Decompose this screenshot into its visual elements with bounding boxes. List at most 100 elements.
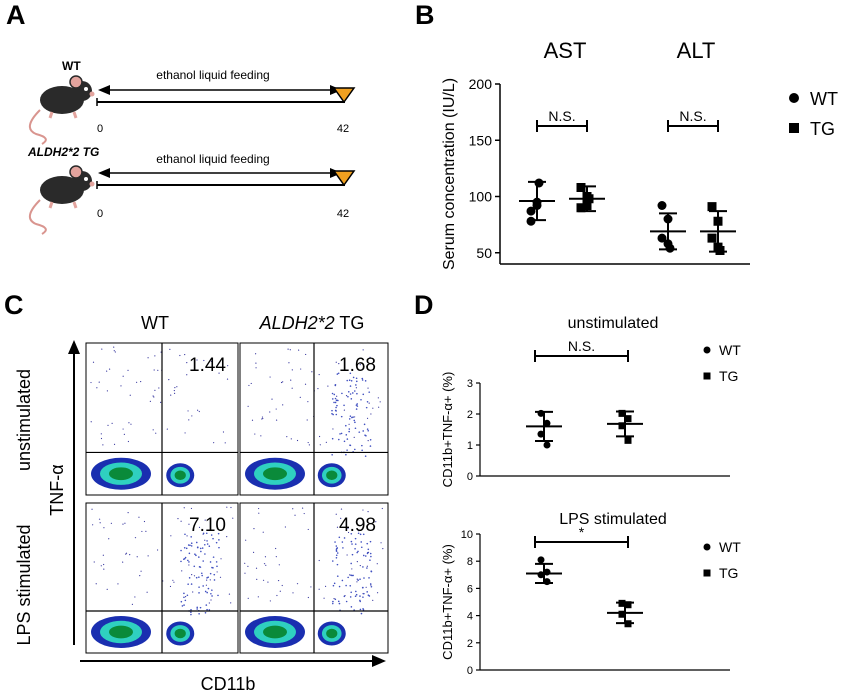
data-point-wt bbox=[537, 409, 545, 417]
event-dot bbox=[195, 541, 198, 544]
feeding-label-tg: ethanol liquid feeding bbox=[156, 152, 269, 166]
population-density bbox=[109, 625, 133, 639]
legend-marker-wt bbox=[789, 93, 799, 103]
event-dot bbox=[258, 512, 260, 514]
event-dot bbox=[331, 409, 333, 412]
event-dot bbox=[190, 536, 192, 538]
event-dot bbox=[362, 393, 365, 396]
event-dot bbox=[336, 395, 338, 397]
event-dot bbox=[332, 428, 334, 430]
event-dot bbox=[168, 379, 170, 381]
event-dot bbox=[348, 379, 351, 382]
event-dot bbox=[166, 428, 168, 430]
event-dot bbox=[199, 547, 202, 550]
event-dot bbox=[250, 382, 252, 385]
data-point-wt bbox=[537, 430, 545, 438]
event-dot bbox=[113, 346, 115, 348]
event-dot bbox=[335, 513, 337, 515]
event-dot bbox=[291, 369, 293, 371]
event-dot bbox=[122, 375, 124, 377]
event-dot bbox=[196, 608, 198, 610]
event-dot bbox=[331, 453, 333, 456]
event-dot bbox=[176, 386, 178, 388]
y-tick-label: 0 bbox=[467, 471, 473, 483]
event-dot bbox=[228, 593, 231, 595]
event-dot bbox=[281, 584, 283, 587]
arrowhead-up bbox=[68, 340, 80, 354]
event-dot bbox=[357, 532, 360, 535]
event-dot bbox=[345, 395, 348, 397]
event-dot bbox=[201, 574, 203, 577]
arrowhead-right bbox=[372, 655, 386, 667]
event-dot bbox=[251, 419, 254, 421]
event-dot bbox=[279, 590, 281, 592]
event-dot bbox=[193, 575, 196, 577]
legend-marker-wt bbox=[703, 346, 711, 354]
event-dot bbox=[348, 430, 350, 433]
event-dot bbox=[143, 520, 146, 523]
event-dot bbox=[262, 417, 264, 420]
event-dot bbox=[215, 561, 218, 563]
event-dot bbox=[350, 562, 352, 565]
event-dot bbox=[366, 542, 369, 545]
event-dot bbox=[366, 428, 369, 430]
event-dot bbox=[194, 553, 196, 555]
event-dot bbox=[338, 585, 341, 588]
event-dot bbox=[113, 443, 116, 445]
event-dot bbox=[210, 592, 212, 595]
event-dot bbox=[307, 441, 309, 444]
event-dot bbox=[318, 373, 320, 376]
event-dot bbox=[213, 442, 215, 444]
event-dot bbox=[183, 558, 185, 561]
event-dot bbox=[210, 599, 212, 601]
data-point-wt bbox=[543, 568, 551, 576]
event-dot bbox=[147, 357, 149, 359]
event-dot bbox=[139, 575, 141, 577]
event-dot bbox=[230, 506, 232, 509]
event-dot bbox=[355, 377, 358, 380]
event-dot bbox=[303, 512, 305, 515]
event-dot bbox=[350, 398, 353, 400]
event-dot bbox=[351, 574, 353, 577]
event-dot bbox=[200, 550, 202, 553]
event-dot bbox=[327, 385, 329, 387]
event-dot bbox=[187, 410, 189, 412]
arrowhead-left bbox=[98, 85, 110, 95]
y-tick-label: 150 bbox=[469, 132, 493, 148]
event-dot bbox=[359, 533, 362, 536]
event-dot bbox=[354, 448, 356, 451]
event-dot bbox=[90, 421, 92, 423]
event-dot bbox=[153, 369, 155, 371]
event-dot bbox=[360, 546, 363, 549]
data-point-tg bbox=[618, 610, 626, 618]
event-dot bbox=[198, 612, 200, 615]
event-dot bbox=[290, 438, 292, 440]
event-dot bbox=[122, 561, 124, 563]
event-dot bbox=[206, 543, 209, 545]
event-dot bbox=[123, 433, 125, 435]
event-dot bbox=[183, 546, 186, 549]
y-axis-label: CD11b+TNF-α+ (%) bbox=[440, 372, 455, 488]
event-dot bbox=[278, 564, 280, 566]
event-dot bbox=[311, 371, 313, 373]
event-dot bbox=[354, 416, 356, 418]
event-dot bbox=[208, 609, 211, 611]
event-dot bbox=[301, 507, 304, 509]
event-dot bbox=[324, 585, 327, 587]
event-dot bbox=[217, 594, 219, 597]
event-dot bbox=[355, 408, 358, 410]
event-dot bbox=[210, 534, 213, 536]
event-dot bbox=[177, 518, 179, 520]
data-point-tg bbox=[618, 409, 626, 417]
event-dot bbox=[260, 435, 262, 437]
event-dot bbox=[350, 591, 352, 594]
event-dot bbox=[205, 584, 207, 586]
event-dot bbox=[226, 535, 228, 538]
event-dot bbox=[362, 430, 365, 432]
event-dot bbox=[334, 401, 337, 404]
event-dot bbox=[348, 423, 350, 425]
event-dot bbox=[106, 390, 108, 392]
event-dot bbox=[343, 595, 346, 598]
event-dot bbox=[127, 440, 130, 443]
col-header-wt: WT bbox=[141, 313, 169, 333]
